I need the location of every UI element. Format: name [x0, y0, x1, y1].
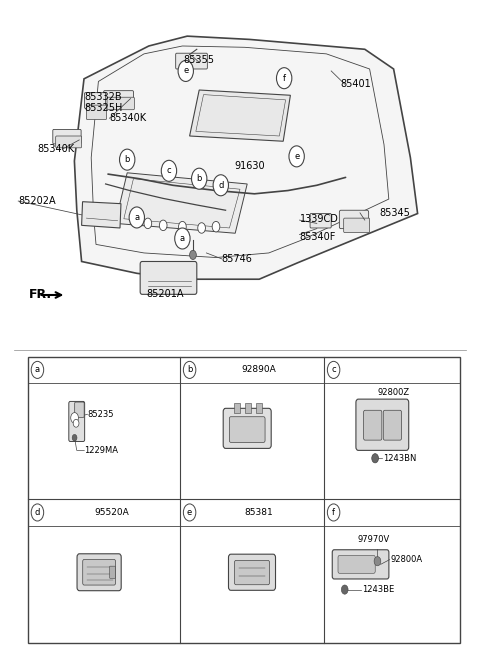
Text: a: a	[134, 213, 139, 222]
Circle shape	[161, 160, 177, 181]
FancyBboxPatch shape	[53, 129, 81, 144]
Circle shape	[129, 207, 144, 228]
Text: FR.: FR.	[29, 288, 52, 302]
Circle shape	[190, 250, 196, 260]
Circle shape	[72, 434, 77, 441]
Bar	[245, 403, 251, 413]
Text: c: c	[167, 166, 171, 175]
Bar	[28, 357, 460, 643]
Text: a: a	[35, 365, 40, 374]
Circle shape	[159, 220, 167, 231]
Text: d: d	[35, 508, 40, 517]
Circle shape	[289, 146, 304, 167]
Circle shape	[372, 453, 378, 463]
Text: 85325H: 85325H	[84, 102, 122, 113]
Text: b: b	[124, 155, 130, 164]
Circle shape	[327, 504, 340, 521]
FancyBboxPatch shape	[235, 560, 269, 585]
Text: 85345: 85345	[379, 208, 410, 218]
Circle shape	[341, 585, 348, 594]
FancyBboxPatch shape	[75, 402, 84, 417]
Text: 1229MA: 1229MA	[84, 446, 119, 455]
FancyBboxPatch shape	[77, 554, 121, 591]
FancyBboxPatch shape	[176, 53, 207, 69]
Text: 95520A: 95520A	[94, 508, 129, 517]
Bar	[234, 403, 240, 413]
Circle shape	[192, 168, 207, 189]
Text: b: b	[187, 365, 192, 374]
Circle shape	[213, 175, 228, 196]
Text: 92800A: 92800A	[390, 555, 422, 564]
Circle shape	[276, 68, 292, 89]
Circle shape	[327, 361, 340, 378]
Text: 92890A: 92890A	[242, 365, 276, 374]
FancyBboxPatch shape	[356, 399, 408, 451]
Circle shape	[183, 504, 196, 521]
Text: 1243BE: 1243BE	[361, 585, 394, 594]
Text: d: d	[218, 181, 224, 190]
FancyBboxPatch shape	[364, 410, 382, 440]
Text: c: c	[331, 365, 336, 374]
Text: 85355: 85355	[184, 55, 215, 66]
Circle shape	[73, 419, 79, 427]
FancyBboxPatch shape	[104, 91, 133, 105]
FancyBboxPatch shape	[83, 560, 116, 585]
Text: 85202A: 85202A	[18, 196, 56, 206]
FancyBboxPatch shape	[56, 136, 82, 148]
FancyBboxPatch shape	[107, 97, 134, 110]
Text: f: f	[332, 508, 335, 517]
FancyBboxPatch shape	[339, 210, 369, 229]
Circle shape	[31, 361, 44, 378]
Text: b: b	[196, 174, 202, 183]
Text: 1339CD: 1339CD	[300, 214, 338, 224]
Text: a: a	[180, 234, 185, 243]
Text: 92800Z: 92800Z	[377, 388, 409, 397]
Text: 85332B: 85332B	[84, 92, 121, 102]
Polygon shape	[74, 36, 418, 279]
Circle shape	[120, 149, 135, 170]
Circle shape	[175, 228, 190, 249]
Circle shape	[374, 556, 381, 566]
Circle shape	[31, 504, 44, 521]
FancyBboxPatch shape	[109, 566, 115, 578]
Text: 1243BN: 1243BN	[383, 454, 417, 463]
Text: e: e	[187, 508, 192, 517]
Text: 85340K: 85340K	[109, 113, 146, 124]
Bar	[256, 403, 262, 413]
Text: 97970V: 97970V	[358, 535, 390, 544]
FancyBboxPatch shape	[228, 555, 276, 591]
Circle shape	[198, 223, 205, 233]
FancyBboxPatch shape	[86, 105, 107, 120]
Circle shape	[178, 60, 193, 81]
Circle shape	[71, 413, 78, 423]
Text: 85340K: 85340K	[37, 144, 74, 154]
Circle shape	[183, 361, 196, 378]
Text: 85235: 85235	[88, 410, 114, 419]
FancyBboxPatch shape	[140, 261, 197, 294]
Text: 85340F: 85340F	[300, 231, 336, 242]
Text: e: e	[294, 152, 299, 161]
Text: 85746: 85746	[222, 254, 252, 264]
Circle shape	[144, 218, 152, 229]
Polygon shape	[82, 202, 121, 228]
FancyBboxPatch shape	[229, 417, 265, 442]
Polygon shape	[115, 173, 247, 233]
Text: 91630: 91630	[234, 160, 265, 171]
FancyBboxPatch shape	[344, 218, 370, 233]
FancyBboxPatch shape	[383, 410, 401, 440]
FancyBboxPatch shape	[84, 93, 106, 108]
FancyBboxPatch shape	[310, 214, 331, 228]
Text: f: f	[283, 74, 286, 83]
Text: 85201A: 85201A	[147, 289, 184, 300]
Text: 85401: 85401	[341, 79, 372, 89]
FancyBboxPatch shape	[338, 555, 375, 574]
Circle shape	[179, 221, 186, 232]
Text: 85381: 85381	[245, 508, 274, 517]
Text: e: e	[183, 66, 188, 76]
FancyBboxPatch shape	[223, 409, 271, 448]
FancyBboxPatch shape	[332, 550, 389, 579]
FancyBboxPatch shape	[69, 401, 84, 442]
Circle shape	[212, 221, 220, 232]
Polygon shape	[190, 90, 290, 141]
